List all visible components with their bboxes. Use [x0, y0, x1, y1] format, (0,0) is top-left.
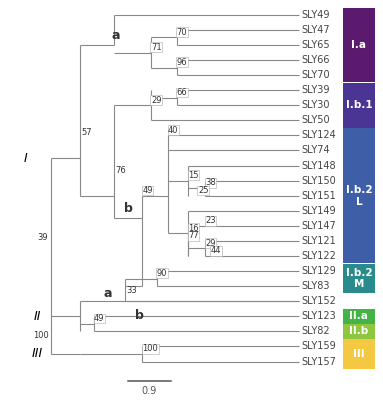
Text: SLY150: SLY150 [301, 176, 336, 186]
Text: SLY47: SLY47 [301, 25, 330, 35]
Text: 33: 33 [127, 286, 137, 295]
Text: 76: 76 [115, 166, 126, 175]
Text: 71: 71 [151, 43, 162, 52]
FancyBboxPatch shape [343, 324, 375, 339]
Text: SLY65: SLY65 [301, 40, 330, 50]
Text: 23: 23 [205, 216, 216, 225]
Text: SLY122: SLY122 [301, 251, 336, 261]
Text: SLY74: SLY74 [301, 146, 330, 156]
Text: SLY121: SLY121 [301, 236, 336, 246]
Text: SLY149: SLY149 [301, 206, 336, 216]
Text: 96: 96 [177, 58, 187, 67]
Text: SLY129: SLY129 [301, 266, 336, 276]
Text: b: b [124, 202, 133, 215]
Text: 40: 40 [168, 126, 178, 135]
Text: 100: 100 [33, 331, 48, 340]
Text: 49: 49 [142, 186, 153, 195]
Text: SLY148: SLY148 [301, 160, 336, 170]
FancyBboxPatch shape [343, 83, 375, 128]
Text: 77: 77 [188, 231, 199, 240]
Text: 39: 39 [38, 233, 48, 242]
Text: SLY39: SLY39 [301, 85, 330, 95]
Text: 38: 38 [205, 178, 216, 188]
Text: SLY66: SLY66 [301, 55, 330, 65]
Text: I.b.1: I.b.1 [345, 100, 372, 110]
Text: SLY151: SLY151 [301, 191, 336, 201]
Text: 44: 44 [211, 246, 221, 255]
Text: I.b.2
M: I.b.2 M [345, 268, 372, 290]
Text: SLY124: SLY124 [301, 130, 336, 140]
Text: SLY70: SLY70 [301, 70, 330, 80]
Text: II.b: II.b [349, 326, 368, 336]
Text: 70: 70 [177, 28, 187, 37]
Text: SLY159: SLY159 [301, 342, 336, 352]
Text: SLY157: SLY157 [301, 356, 336, 366]
FancyBboxPatch shape [343, 339, 375, 369]
Text: b: b [135, 309, 144, 322]
Text: SLY49: SLY49 [301, 10, 330, 20]
Text: 16: 16 [188, 224, 198, 233]
Text: 15: 15 [188, 171, 198, 180]
Text: SLY30: SLY30 [301, 100, 330, 110]
Text: SLY82: SLY82 [301, 326, 330, 336]
FancyBboxPatch shape [343, 309, 375, 324]
Text: SLY50: SLY50 [301, 115, 330, 125]
Text: 57: 57 [81, 128, 92, 137]
Text: SLY123: SLY123 [301, 311, 336, 321]
Text: 29: 29 [205, 239, 216, 248]
Text: SLY152: SLY152 [301, 296, 336, 306]
Text: I: I [24, 152, 28, 164]
Text: SLY83: SLY83 [301, 281, 330, 291]
Text: 0.9: 0.9 [142, 386, 157, 396]
FancyBboxPatch shape [343, 264, 375, 293]
Text: 66: 66 [177, 88, 187, 97]
Text: 100: 100 [142, 344, 158, 353]
Text: II: II [33, 310, 41, 323]
Text: II.a: II.a [349, 311, 368, 321]
Text: III: III [353, 349, 365, 359]
Text: I.b.2
L: I.b.2 L [345, 185, 372, 206]
Text: SLY147: SLY147 [301, 221, 336, 231]
Text: 49: 49 [94, 314, 105, 323]
Text: 29: 29 [151, 96, 161, 104]
Text: 25: 25 [198, 186, 208, 195]
FancyBboxPatch shape [343, 8, 375, 82]
Text: a: a [104, 287, 113, 300]
Text: I.a: I.a [351, 40, 367, 50]
Text: III: III [31, 348, 43, 360]
Text: 90: 90 [157, 269, 167, 278]
Text: a: a [111, 29, 119, 42]
FancyBboxPatch shape [343, 128, 375, 263]
